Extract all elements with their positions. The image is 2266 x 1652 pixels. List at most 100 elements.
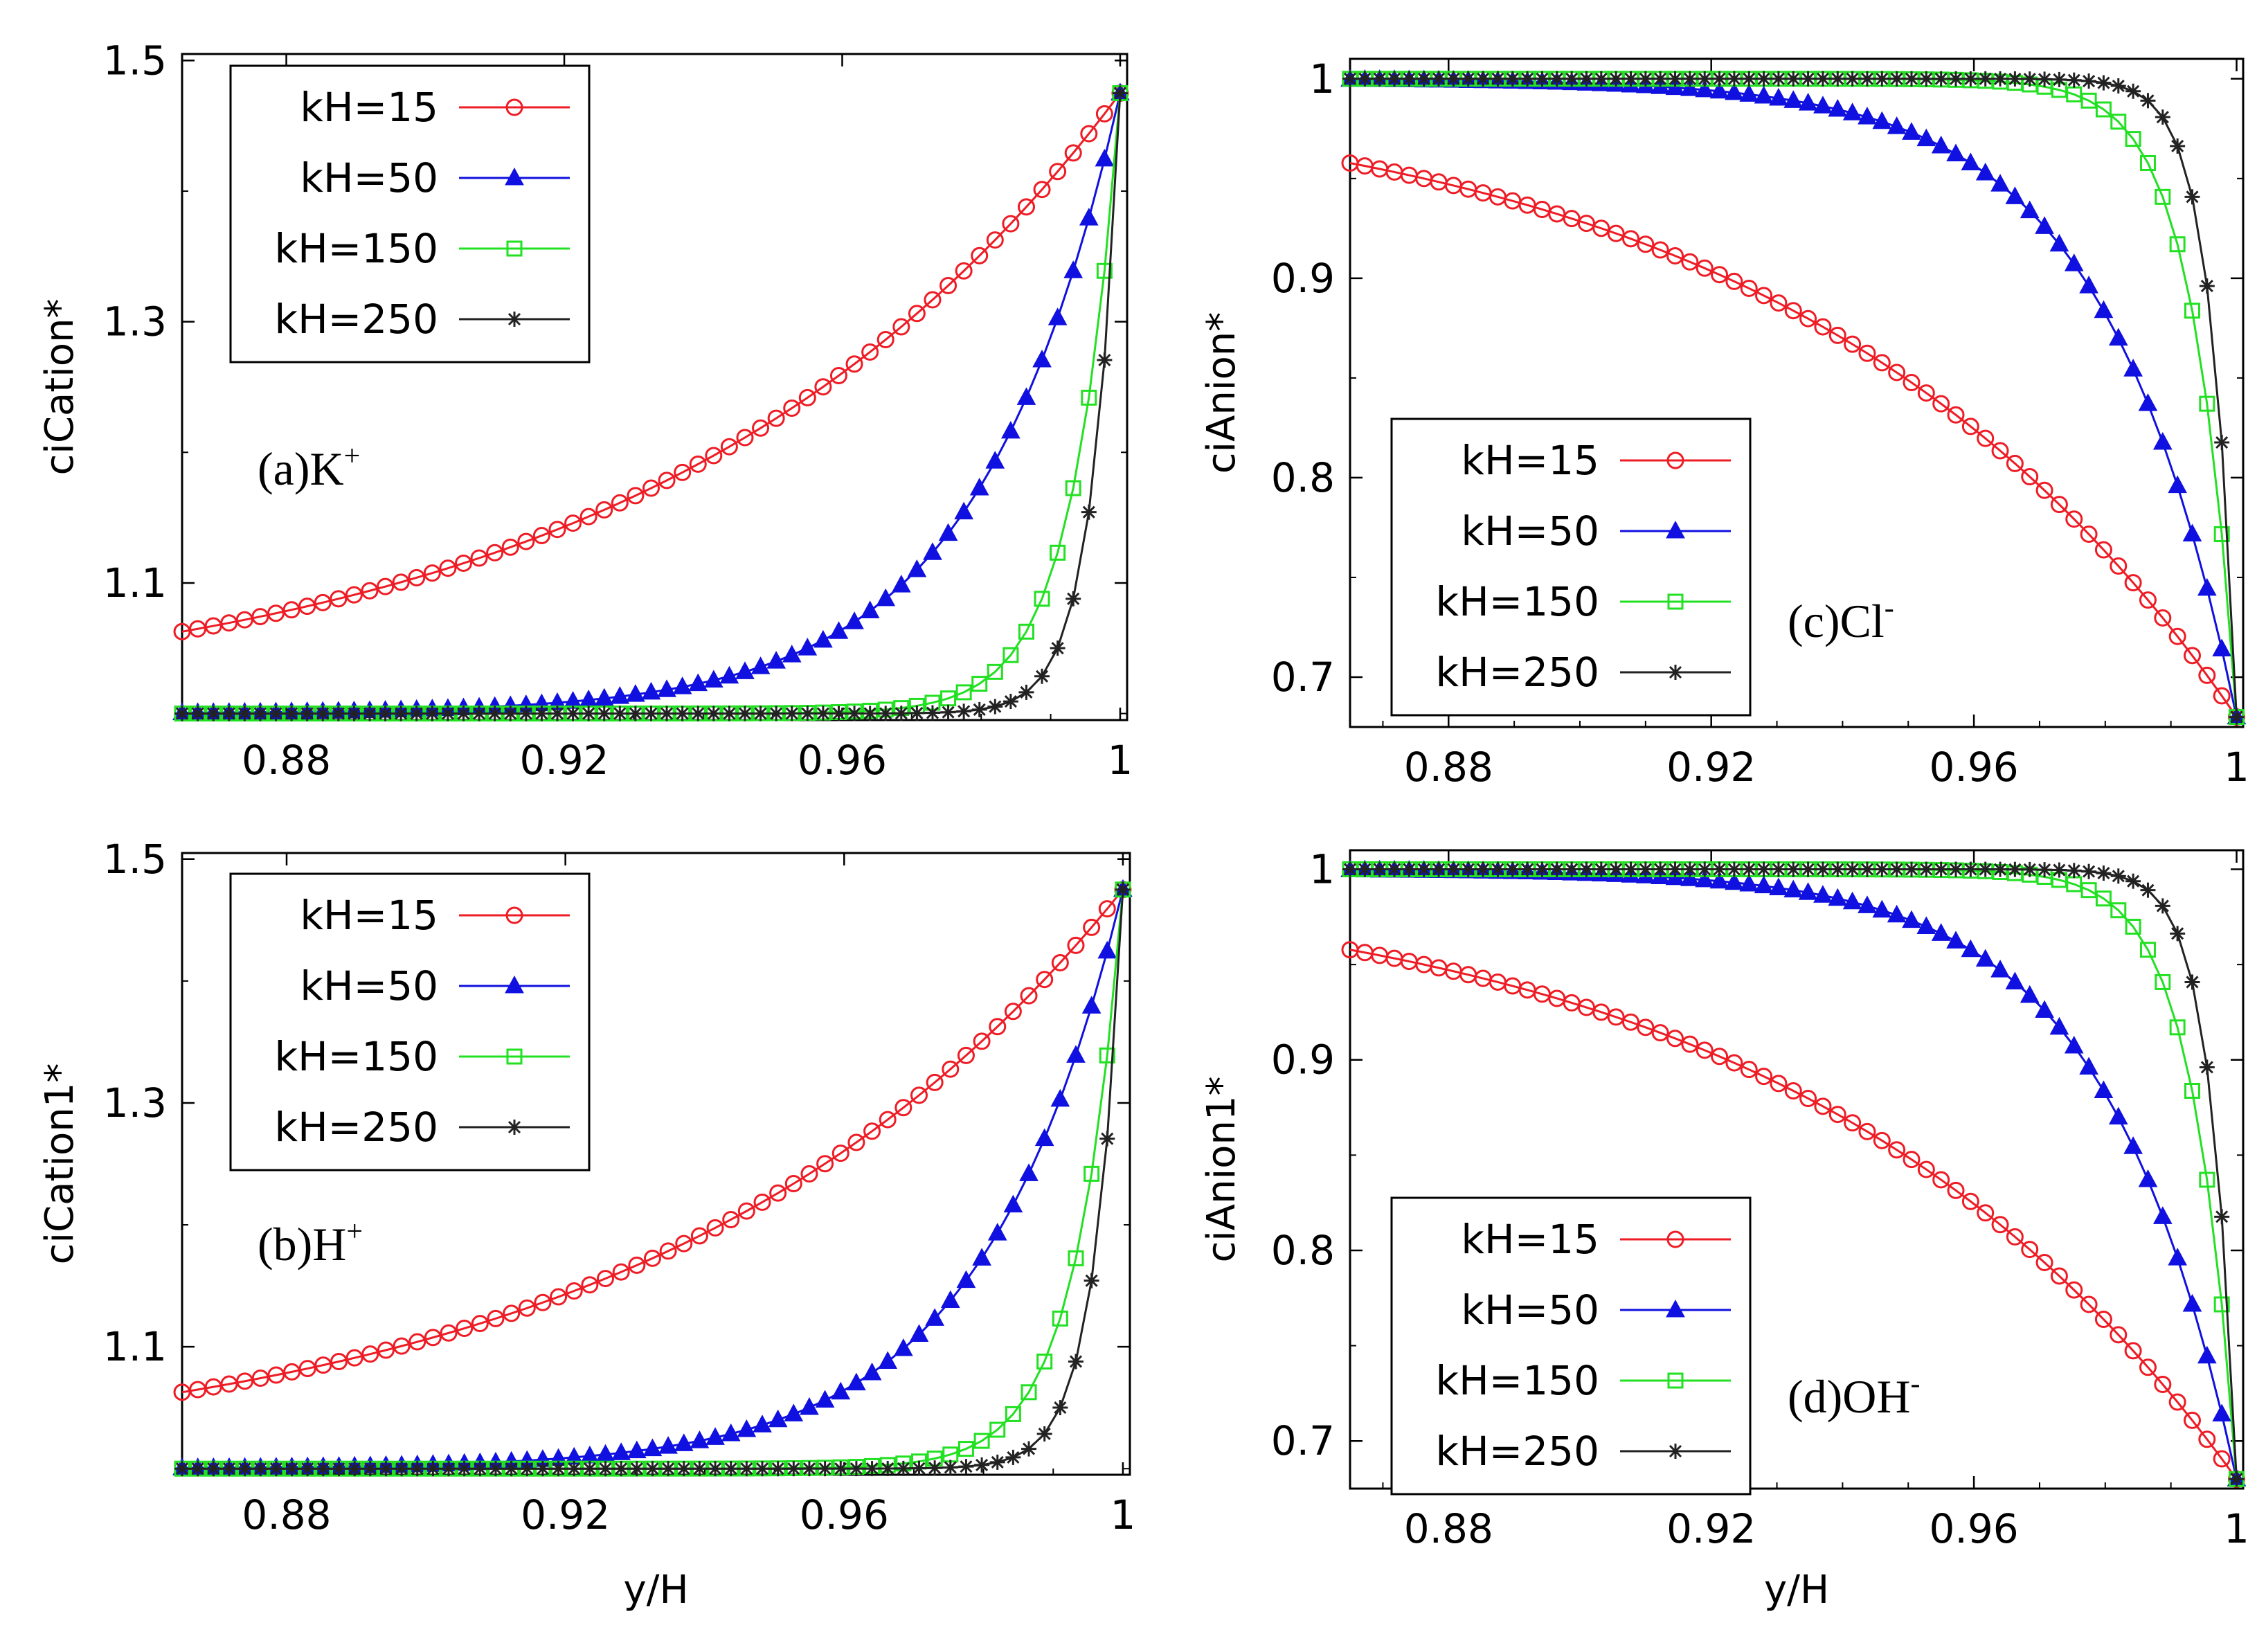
data-point [394,1461,410,1477]
data-point [800,1165,818,1183]
data-point [1975,162,1995,181]
y-tick-label: 1.3 [103,1079,167,1126]
data-point [611,494,629,512]
data-point [565,706,581,721]
data-point [1564,861,1580,877]
data-point [2066,72,2082,88]
x-tick-label: 0.96 [800,1491,889,1538]
data-point [768,1409,788,1428]
data-point [174,706,190,721]
data-point [845,611,864,629]
data-point [579,508,597,526]
data-point [1903,71,1919,87]
x-tick-label: 0.92 [519,737,609,784]
data-point [2065,510,2083,528]
data-point [829,367,847,385]
data-point [1931,135,1951,154]
data-point [1842,102,1862,120]
y-tick-label: 1.1 [103,1323,167,1370]
annotation-text: (a)K [258,442,344,495]
data-point [1903,861,1919,877]
data-point [784,706,800,721]
data-point [612,1263,630,1281]
data-point [581,706,597,721]
data-point [674,1433,694,1451]
data-point [1534,861,1550,877]
legend-marker [507,1120,522,1135]
series-a-kH=250 [174,85,1128,721]
data-point [1401,71,1417,87]
data-point [2184,303,2200,319]
data-point [1034,1128,1054,1147]
data-point [315,1461,331,1477]
data-point [298,598,316,616]
data-point [549,706,565,721]
data-point [377,1341,395,1359]
data-point [2124,1342,2142,1360]
data-point [1859,71,1875,87]
data-point [2020,985,2040,1003]
data-point [268,706,284,721]
data-point [1651,1024,1669,1042]
data-point [942,1460,958,1475]
data-point [674,706,690,721]
data-point [1016,387,1036,405]
data-point [1004,1003,1022,1021]
data-point [705,447,723,465]
data-point [1697,861,1713,877]
data-point [2108,327,2128,346]
data-point [1490,861,1506,877]
data-point [2035,1000,2054,1018]
data-point [1681,1035,1699,1053]
data-point [440,706,456,721]
data-point [739,1461,755,1477]
data-point [1036,1426,1052,1442]
series-line [1349,162,2238,718]
data-point [973,1032,991,1050]
data-point [1047,307,1068,325]
data-point [876,331,894,349]
data-point [518,1299,536,1317]
data-point [1783,90,1804,108]
data-point [1800,861,1816,877]
data-point [1097,352,1113,368]
data-point [660,1461,676,1477]
legend-label: kH=15 [1461,1216,1599,1263]
data-point [2138,1169,2158,1187]
data-point [2066,863,2082,879]
data-point [1783,879,1804,898]
data-point [1770,294,1788,312]
data-point [1725,872,1744,890]
data-point [1081,996,1101,1014]
data-point [813,629,833,648]
data-point [2152,1206,2173,1224]
data-point [1948,861,1964,877]
y-tick-label: 1.1 [103,559,167,607]
legend-marker [505,167,524,186]
data-point [2155,188,2171,205]
data-point [1888,363,1906,381]
data-point [1431,861,1447,877]
data-point [1858,344,1876,362]
x-tick-label: 1 [2224,1505,2249,1552]
data-point [783,399,801,418]
panel-b: 0.88 0.92 0.96 1 1.1 1.3 1.5 ciCation1* y/H kH=15… [37,836,1135,1613]
data-point [1081,504,1097,520]
panel-a: 0.88 0.92 0.96 1 1.1 1.3 1.5 ciCation* kH=15 kH=5… [37,37,1133,784]
data-point [471,706,487,721]
data-point [2037,71,2053,87]
data-point [989,1454,1005,1470]
data-point [2065,1281,2083,1299]
data-point [237,1461,253,1477]
data-point [2006,1228,2024,1246]
data-point [2229,1471,2245,1487]
data-point [703,670,723,688]
data-point [2021,1241,2039,1259]
data-point [1872,111,1892,129]
data-point [2139,942,2156,958]
data-point [1083,918,1101,936]
data-point [2096,865,2112,881]
data-point [2154,1375,2172,1393]
data-point [1814,1097,1832,1115]
data-point [1770,1075,1788,1093]
